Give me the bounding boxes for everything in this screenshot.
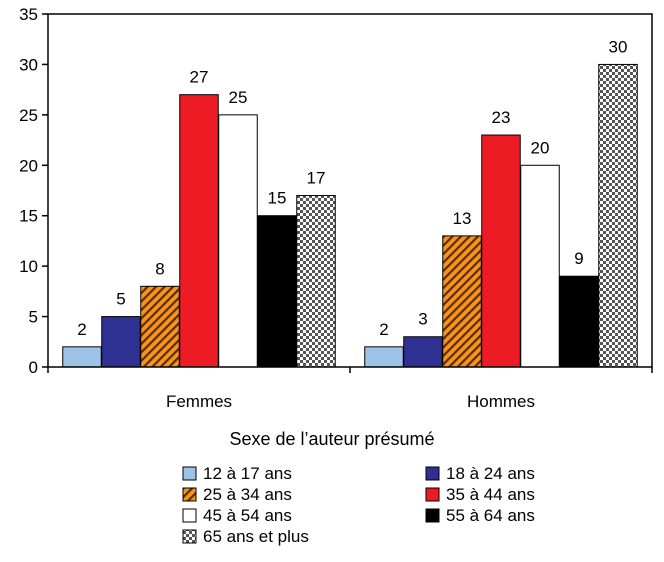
x-axis: Femmes Hommes bbox=[47, 367, 653, 411]
legend-label: 45 à 54 ans bbox=[203, 506, 292, 525]
legend: 12 à 17 ans 18 à 24 ans 25 à 34 ans 35 à 44… bbox=[182, 464, 535, 546]
data-label: 23 bbox=[492, 108, 511, 127]
y-tick-label: 25 bbox=[19, 106, 38, 125]
data-label: 8 bbox=[155, 259, 164, 278]
bars-group bbox=[62, 63, 638, 368]
legend-swatch bbox=[182, 466, 197, 481]
data-label: 17 bbox=[307, 169, 326, 188]
bar bbox=[520, 164, 560, 368]
data-label: 5 bbox=[116, 290, 125, 309]
y-axis: 0 5 10 15 20 25 30 35 bbox=[19, 5, 48, 377]
legend-swatch bbox=[182, 487, 197, 502]
legend-label: 18 à 24 ans bbox=[446, 464, 535, 483]
y-tick-label: 10 bbox=[19, 257, 38, 276]
bar bbox=[598, 63, 638, 368]
data-label: 30 bbox=[609, 37, 628, 56]
data-label: 2 bbox=[379, 320, 388, 339]
bar bbox=[101, 316, 141, 368]
bar bbox=[559, 275, 599, 368]
bar bbox=[140, 285, 180, 368]
x-tick-label: Femmes bbox=[166, 392, 232, 411]
legend-label: 35 à 44 ans bbox=[446, 485, 535, 504]
y-tick-label: 15 bbox=[19, 207, 38, 226]
legend-swatch bbox=[425, 508, 440, 523]
data-label: 25 bbox=[229, 88, 248, 107]
legend-swatch bbox=[182, 529, 197, 544]
bar bbox=[442, 235, 482, 368]
data-label: 15 bbox=[268, 189, 287, 208]
legend-label: 55 à 64 ans bbox=[446, 506, 535, 525]
bar bbox=[403, 336, 443, 368]
data-label: 2 bbox=[77, 320, 86, 339]
data-label: 20 bbox=[531, 138, 550, 157]
legend-swatch bbox=[182, 508, 197, 523]
x-axis-title: Sexe de l’auteur présumé bbox=[229, 429, 434, 449]
bar bbox=[364, 346, 404, 368]
bar bbox=[257, 215, 297, 368]
data-label: 13 bbox=[453, 209, 472, 228]
bar bbox=[296, 195, 336, 368]
y-tick-label: 30 bbox=[19, 55, 38, 74]
legend-swatch bbox=[425, 487, 440, 502]
y-tick-label: 35 bbox=[19, 5, 38, 24]
bar bbox=[218, 114, 258, 368]
data-label: 3 bbox=[418, 310, 427, 329]
bar bbox=[62, 346, 102, 368]
y-tick-label: 5 bbox=[29, 308, 38, 327]
y-tick-label: 20 bbox=[19, 156, 38, 175]
legend-label: 65 ans et plus bbox=[203, 527, 309, 546]
data-label: 9 bbox=[574, 249, 583, 268]
x-tick-label: Hommes bbox=[467, 392, 535, 411]
data-label: 27 bbox=[190, 68, 209, 87]
legend-swatch bbox=[425, 466, 440, 481]
bar bbox=[481, 134, 521, 368]
y-tick-label: 0 bbox=[29, 358, 38, 377]
legend-label: 25 à 34 ans bbox=[203, 485, 292, 504]
bar bbox=[179, 94, 219, 368]
legend-label: 12 à 17 ans bbox=[203, 464, 292, 483]
